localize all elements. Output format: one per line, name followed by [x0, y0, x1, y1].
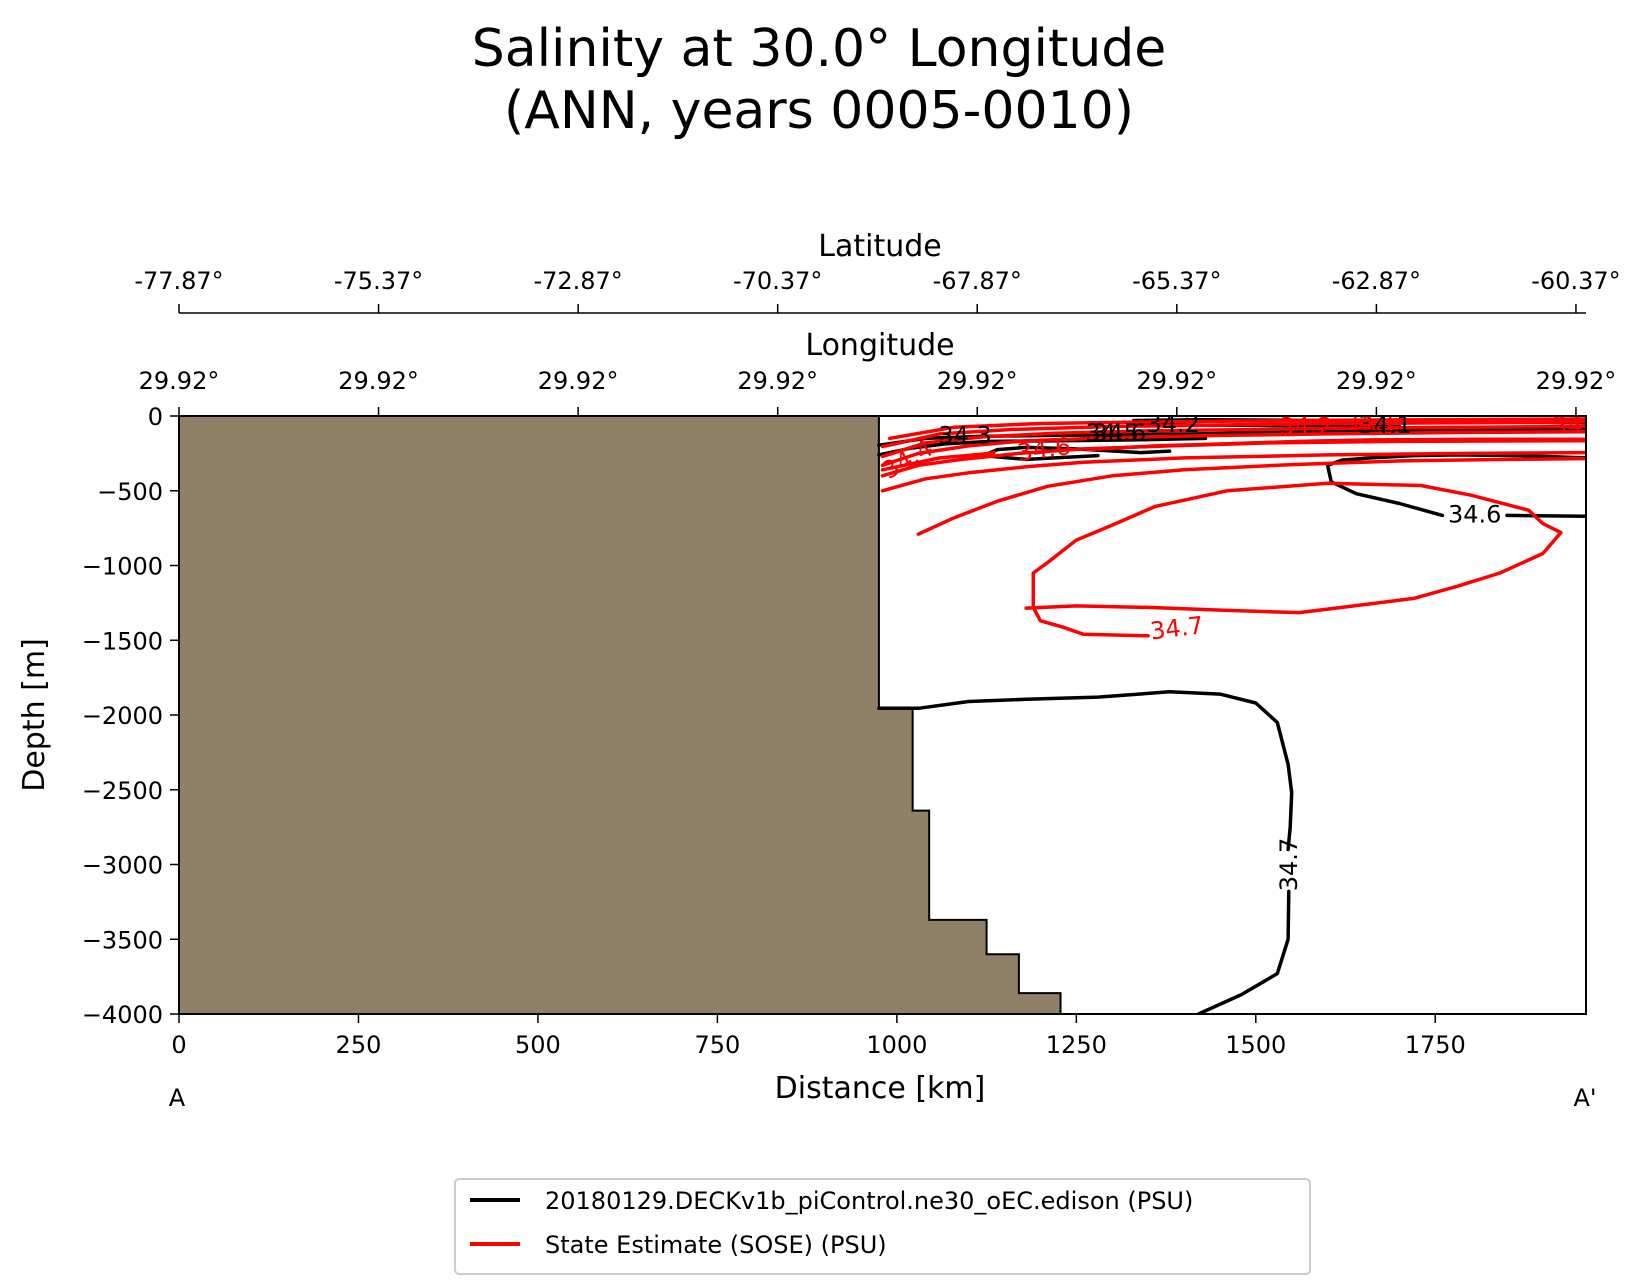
x-tick-label: 500 — [515, 1031, 561, 1059]
contour-sose-34.2 — [880, 424, 1586, 459]
legend-label-sose: State Estimate (SOSE) (PSU) — [545, 1231, 887, 1259]
contour-sose-34.1 — [880, 420, 1586, 449]
latitude-tick-label: -77.87° — [134, 267, 223, 295]
contour-model-34.7 — [1196, 889, 1291, 1014]
contour-label-sose: 34.7 — [1149, 611, 1205, 645]
latitude-tick-label: -72.87° — [533, 267, 622, 295]
x-tick-label: 0 — [171, 1031, 186, 1059]
latitude-tick-label: -65.37° — [1132, 267, 1221, 295]
y-tick-label: −3500 — [82, 926, 163, 954]
y-tick-label: −2000 — [82, 702, 163, 730]
longitude-tick-label: 29.92° — [937, 367, 1018, 395]
contour-label-model: 34.3 — [938, 421, 991, 449]
y-axis-ticks: 0 −500 −1000 −1500 −2000 −2500 −3000 −3500 −4000 — [82, 403, 179, 1029]
contour-label-model: 34.6 — [1448, 501, 1501, 529]
x-tick-label: 1750 — [1405, 1031, 1466, 1059]
contour-model-34.6 — [1325, 453, 1586, 518]
y-tick-label: 0 — [148, 403, 163, 431]
contour-sose-34.4 — [880, 438, 1586, 478]
y-tick-label: −500 — [97, 478, 163, 506]
contour-sose-34.3 — [880, 429, 1586, 468]
longitude-tick-label: 29.92° — [1336, 367, 1417, 395]
latitude-tick-label: -60.37° — [1531, 267, 1620, 295]
contour-model-34.6 — [1505, 513, 1586, 518]
x-tick-label: 1000 — [866, 1031, 927, 1059]
longitude-tick-label: 29.92° — [338, 367, 419, 395]
contour-label-model: 34.7 — [1275, 838, 1303, 891]
contour-label-model: 34.1 — [1358, 411, 1411, 439]
latitude-axis-ticks: -77.87° -75.37° -72.87° -70.37° -67.87° -65.3… — [134, 267, 1621, 313]
y-tick-label: −4000 — [82, 1001, 163, 1029]
y-tick-label: −1500 — [82, 627, 163, 655]
longitude-tick-label: 29.92° — [1536, 367, 1617, 395]
longitude-tick-label: 29.92° — [737, 367, 818, 395]
contour-label-sose: 34.2 — [1279, 412, 1332, 440]
y-tick-label: −1000 — [82, 553, 163, 581]
longitude-tick-label: 29.92° — [538, 367, 619, 395]
contour-sose-34.6 — [880, 450, 996, 472]
contour-label-model: 34.5 — [1085, 419, 1138, 447]
y-tick-label: −2500 — [82, 777, 163, 805]
y-tick-label: −3000 — [82, 852, 163, 880]
latitude-tick-label: -67.87° — [933, 267, 1022, 295]
contour-sose-34.0 — [887, 417, 1586, 441]
contour-model-34.5 — [877, 427, 1586, 447]
longitude-axis-ticks: 29.92° 29.92° 29.92° 29.92° 29.92° 29.92° 29.9… — [139, 367, 1617, 416]
x-axis-ticks: 0 250 500 750 1000 1250 1500 1750 — [171, 1014, 1466, 1059]
contour-lines — [877, 417, 1586, 1014]
x-axis-title: Distance [km] — [775, 1071, 986, 1106]
chart-title-line1: Salinity at 30.0° Longitude — [472, 19, 1167, 79]
contour-model-34.7 — [877, 690, 1294, 852]
x-tick-label: 750 — [694, 1031, 740, 1059]
longitude-tick-label: 29.92° — [1136, 367, 1217, 395]
longitude-tick-label: 29.92° — [139, 367, 220, 395]
x-tick-label: 250 — [336, 1031, 382, 1059]
contour-label-model: 34.2 — [1147, 410, 1200, 438]
contour-sose-34.7 — [916, 456, 1586, 536]
x-tick-label: 1500 — [1225, 1031, 1286, 1059]
legend: 20180129.DECKv1b_piControl.ne30_oEC.edis… — [454, 1178, 1311, 1275]
latitude-tick-label: -75.37° — [334, 267, 423, 295]
contour-label-sose: 34.1 — [1344, 408, 1397, 436]
legend-label-model: 20180129.DECKv1b_piControl.ne30_oEC.edis… — [545, 1187, 1193, 1215]
section-start-label: A — [169, 1084, 186, 1112]
latitude-tick-label: -70.37° — [733, 267, 822, 295]
contour-labels: 34.3 34.534.634.634.734.134.234.634.734.4… — [877, 408, 1605, 891]
contour-label-model: 34.6 — [1093, 419, 1146, 447]
contour-sose-34.5 — [880, 450, 1586, 493]
y-axis-title: Depth [m] — [17, 638, 52, 792]
chart-title-line2: (ANN, years 0005-0010) — [504, 81, 1134, 141]
latitude-axis-title: Latitude — [818, 229, 941, 264]
section-end-label: A' — [1573, 1084, 1596, 1112]
longitude-axis-title: Longitude — [805, 328, 954, 363]
latitude-tick-label: -62.87° — [1332, 267, 1421, 295]
legend-box — [454, 1178, 1311, 1275]
contour-model-34.6 — [981, 445, 1172, 462]
x-tick-label: 1250 — [1046, 1031, 1107, 1059]
contour-label-sose: 34.3 — [1552, 411, 1605, 439]
contour-sose-34.7 — [1024, 481, 1563, 638]
